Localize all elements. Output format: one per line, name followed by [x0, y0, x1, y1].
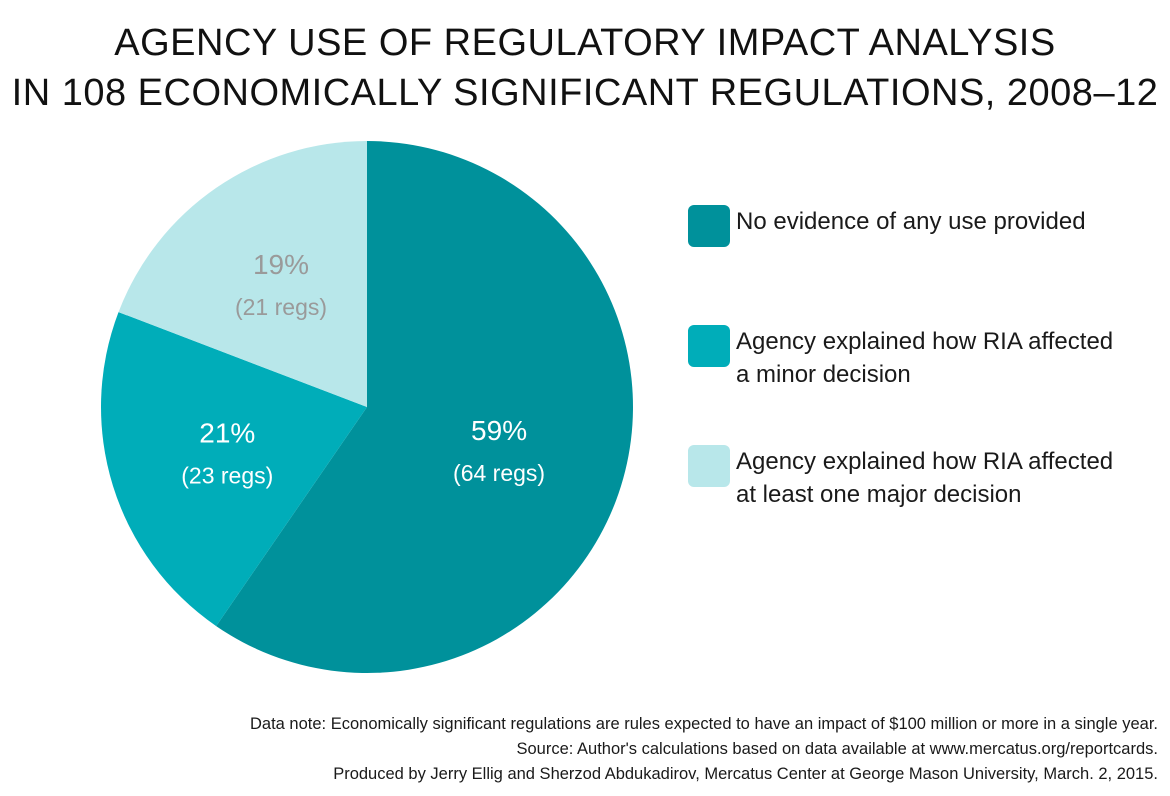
- source-note: Source: Author's calculations based on d…: [516, 740, 1159, 758]
- legend-label-line: a minor decision: [736, 361, 911, 388]
- chart-title: AGENCY USE OF REGULATORY IMPACT ANALYSIS…: [0, 18, 1170, 118]
- data-note: Data note: Economically significant regu…: [250, 715, 1158, 733]
- legend-label-minor: Agency explained how RIA affected a mino…: [736, 325, 1166, 391]
- legend-swatch-minor: [688, 325, 730, 367]
- pie-slice-no-evidence: [216, 141, 633, 673]
- credit-note: Produced by Jerry Ellig and Sherzod Abdu…: [333, 765, 1158, 783]
- legend-label-line: No evidence of any use provided: [736, 208, 1086, 235]
- pie-slice-major: [118, 141, 368, 407]
- slice-percent-label-no-evidence: 59%: [471, 415, 527, 446]
- legend-swatch-no-evidence: [688, 205, 730, 247]
- legend-label-line: Agency explained how RIA affected: [736, 448, 1114, 475]
- slice-count-label-no-evidence: (64 regs): [453, 460, 545, 486]
- pie-slice-minor: [100, 312, 367, 627]
- legend-item-no-evidence: No evidence of any use provided: [688, 205, 1166, 247]
- legend-item-minor: Agency explained how RIA affected a mino…: [688, 325, 1166, 391]
- legend-label-major: Agency explained how RIA affected at lea…: [736, 445, 1166, 511]
- slice-count-label-minor: (23 regs): [181, 462, 273, 488]
- chart-title-line-2: IN 108 ECONOMICALLY SIGNIFICANT REGULATI…: [11, 72, 1159, 114]
- legend-swatch-major: [688, 445, 730, 487]
- chart-title-line-1: AGENCY USE OF REGULATORY IMPACT ANALYSIS: [114, 22, 1056, 64]
- pie-chart: 59% (64 regs) 21% (23 regs) 19% (21 regs): [100, 141, 633, 673]
- legend-item-major: Agency explained how RIA affected at lea…: [688, 445, 1166, 511]
- slice-percent-label-major: 19%: [253, 249, 309, 280]
- slice-percent-label-minor: 21%: [199, 417, 255, 448]
- legend-label-line: Agency explained how RIA affected: [736, 328, 1114, 355]
- slice-count-label-major: (21 regs): [235, 294, 327, 320]
- footer-notes: Data note: Economically significant regu…: [8, 712, 1158, 787]
- legend-label-no-evidence: No evidence of any use provided: [736, 205, 1166, 238]
- legend-label-line: at least one major decision: [736, 481, 1022, 508]
